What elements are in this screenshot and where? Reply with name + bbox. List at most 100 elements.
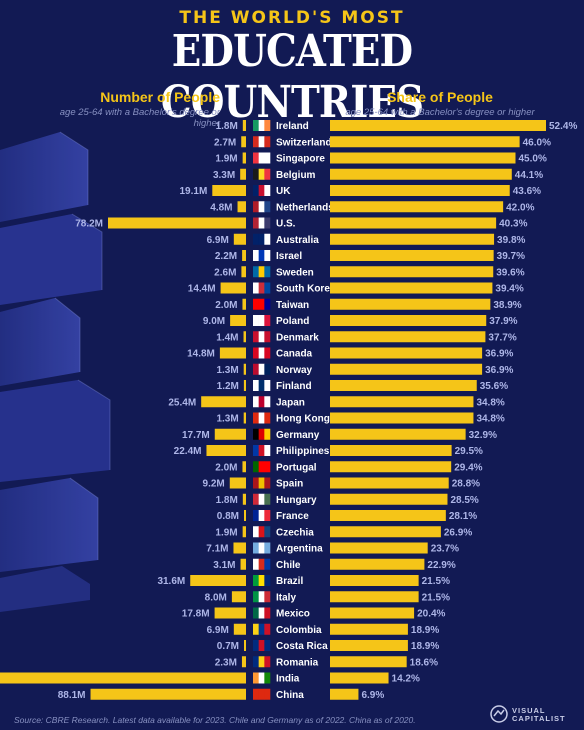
share-value-label-hong-kong: 34.8% [476,414,504,425]
people-bar-japan [201,396,246,408]
flag-icon-brazil [253,575,271,586]
share-bar-brazil [330,575,419,586]
brand-line-2: CAPITALIST [512,714,566,723]
people-bar-portugal [242,461,246,473]
flag-icon-italy [253,591,271,603]
country-label-australia: Australia [276,235,319,246]
people-value-label-belgium: 3.3M [213,170,235,181]
people-value-label-canada: 14.8M [187,349,215,360]
flag-icon-norway [253,363,271,375]
flag-icon-romania [253,656,271,668]
flag-icon-canada [253,347,271,359]
people-value-label-colombia: 6.9M [207,625,229,636]
flag-icon-portugal [253,461,271,473]
people-value-label-finland: 1.2M [217,381,239,392]
people-value-label-philippines: 22.4M [174,446,202,457]
country-label-china: China [276,690,304,701]
flag-icon-philippines [253,445,271,456]
country-label-france: France [276,511,309,522]
flag-icon-south-korea [253,282,271,294]
people-value-label-brazil: 31.6M [157,576,185,587]
people-bar-ireland [242,120,246,131]
people-value-label-france: 0.8M [217,511,239,522]
country-label-spain: Spain [276,479,303,490]
share-value-label-colombia: 18.9% [411,625,439,636]
share-bar-india [330,672,389,684]
share-value-label-sweden: 39.6% [496,267,524,278]
share-value-label-czechia: 26.9% [444,527,472,538]
people-value-label-netherlands: 4.8M [210,202,232,213]
country-label-finland: Finland [276,381,312,392]
share-value-label-portugal: 29.4% [454,462,482,473]
people-bar-china [90,688,246,700]
share-value-label-finland: 35.6% [480,381,508,392]
share-bar-netherlands [330,201,504,213]
share-bar-australia [330,233,495,245]
country-label-mexico: Mexico [276,609,310,620]
share-bar-france [330,510,446,521]
people-bar-netherlands [237,201,246,213]
country-label-taiwan: Taiwan [276,300,309,311]
people-bar-france [244,510,246,521]
share-bar-china [330,688,359,700]
share-bar-germany [330,428,466,440]
flag-icon-singapore [253,152,271,164]
share-value-label-canada: 36.9% [485,349,513,360]
country-label-hungary: Hungary [276,495,317,506]
people-value-label-china: 88.1M [58,690,86,701]
people-bar-costa-rica [244,640,246,651]
flag-icon-ireland [253,120,271,131]
country-label-south-korea: South Korea [276,284,336,295]
flag-icon-mexico [253,607,271,619]
share-value-label-denmark: 37.7% [488,332,516,343]
flag-icon-china [253,688,271,700]
people-value-label-spain: 9.2M [203,479,225,490]
share-value-label-ireland: 52.4% [549,121,577,132]
share-bar-poland [330,315,487,326]
flag-icon-u-s [253,217,271,229]
people-bar-chile [240,558,246,570]
flag-icon-israel [253,250,271,261]
country-label-u-s: U.S. [276,219,296,230]
brand-wordmark: VISUAL CAPITALIST [512,707,566,723]
people-bar-israel [242,250,246,261]
share-bar-sweden [330,266,494,278]
share-bar-norway [330,363,483,375]
right-column-subtitle: age 25-64 with a Bachelor's degree or hi… [345,107,535,118]
people-bar-belgium [240,168,246,180]
share-value-label-china: 6.9% [361,690,384,701]
country-label-hong-kong: Hong Kong [276,414,330,425]
people-value-label-singapore: 1.9M [215,154,237,165]
share-value-label-norway: 36.9% [485,365,513,376]
people-bar-u-s [108,217,246,229]
people-value-label-hungary: 1.8M [216,495,238,506]
people-bar-south-korea [220,282,246,294]
share-bar-hong-kong [330,412,474,424]
people-bar-finland [243,380,246,391]
country-label-netherlands: Netherlands [276,202,334,213]
country-label-japan: Japan [276,397,305,408]
share-bar-costa-rica [330,640,408,651]
people-value-label-costa-rica: 0.7M [217,641,239,652]
flag-icon-hong-kong [253,412,271,424]
share-value-label-belgium: 44.1% [515,170,543,181]
people-value-label-germany: 17.7M [182,430,210,441]
people-bar-norway [243,363,246,375]
flag-icon-switzerland [253,136,271,148]
brand-line-1: VISUAL [512,706,546,715]
share-bar-portugal [330,461,452,473]
country-label-portugal: Portugal [276,462,317,473]
people-value-label-mexico: 17.8M [182,609,210,620]
flag-icon-finland [253,380,271,391]
flag-icon-japan [253,396,271,408]
left-column-header: Number of People age 25-64 with a Bachel… [40,89,220,129]
people-bar-uk [212,185,246,196]
flag-icon-argentina [253,542,271,554]
people-value-label-chile: 3.1M [213,560,235,571]
share-value-label-argentina: 23.7% [431,544,459,555]
flag-icon-czechia [253,526,271,538]
brand-logo: VISUAL CAPITALIST [490,704,580,726]
share-bar-taiwan [330,298,491,310]
